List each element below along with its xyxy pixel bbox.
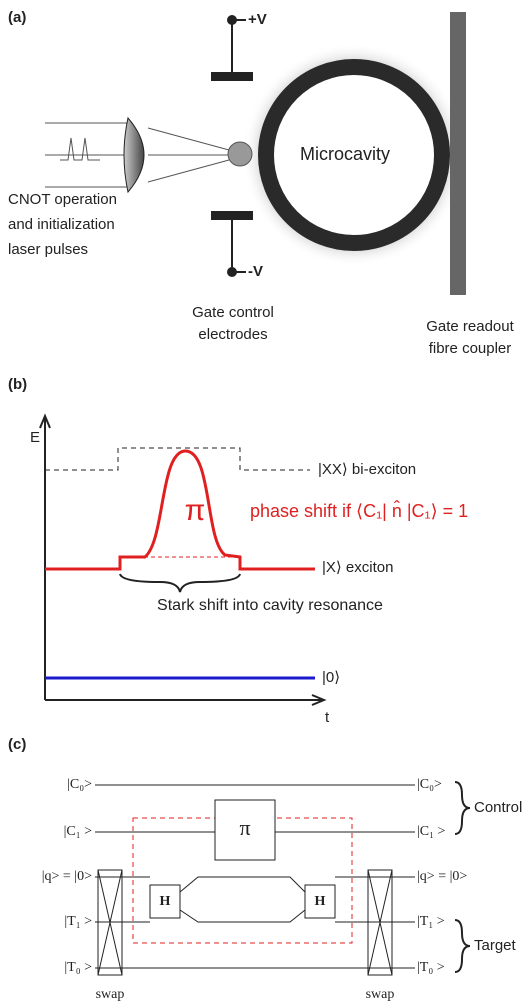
laser-text: and initialization: [8, 216, 115, 233]
qubit-label: |q> = |0>: [42, 869, 92, 884]
panel-b: (b) E t |XX⟩ bi-exciton π phase shift if…: [8, 376, 468, 726]
level-label: |X⟩ exciton: [322, 559, 393, 576]
panel-label: (c): [8, 736, 26, 753]
beam: [45, 122, 241, 188]
fibre-text: Gate readout: [426, 318, 514, 335]
qubit-label: |T₀ >: [64, 960, 92, 975]
gate-label: H: [160, 894, 171, 909]
axis-label: t: [325, 709, 330, 726]
gate-label: H: [315, 894, 326, 909]
voltage-label: +V: [248, 11, 267, 28]
axis-label: E: [30, 429, 40, 446]
qubit-label: |C₁ >: [64, 824, 93, 839]
stark-text: Stark shift into cavity resonance: [157, 597, 383, 614]
panel-a: (a) +V -V Microcavity CNOT operation and…: [8, 9, 515, 357]
electrode-text: electrodes: [198, 326, 267, 343]
qubit-label: |C₀>: [67, 777, 92, 792]
group-label: Control: [474, 799, 522, 816]
microcavity: [258, 59, 450, 251]
laser-text: CNOT operation: [8, 191, 117, 208]
swap-label: swap: [366, 987, 395, 1002]
level-label: |XX⟩ bi-exciton: [318, 461, 416, 478]
qubit-label: |q> = |0>: [417, 869, 467, 884]
gate-label: π: [239, 815, 250, 840]
axes: [39, 413, 327, 706]
pi-gate: [214, 799, 276, 861]
h-gate: [149, 884, 181, 919]
qubit-label: |C₁ >: [417, 824, 446, 839]
fibre: [450, 12, 466, 295]
quantum-dot: [227, 141, 253, 167]
electrode: [211, 72, 253, 81]
laser-text: laser pulses: [8, 241, 88, 258]
panel-c: (c) H H π |C₀> |C₁ > |q> = |0> |T₁ > |T₀…: [8, 736, 522, 1002]
qubit-label: |T₀ >: [417, 960, 445, 975]
brace: [454, 781, 471, 835]
qubit-label: |T₁ >: [64, 914, 92, 929]
lens: [123, 116, 145, 194]
group-label: Target: [474, 937, 517, 954]
fibre-text: fibre coupler: [429, 340, 512, 357]
qubit-label: |C₀>: [417, 777, 442, 792]
brace: [119, 573, 241, 593]
pi-label: π: [185, 494, 206, 527]
exciton-level: [45, 449, 315, 571]
electrode-text: Gate control: [192, 304, 274, 321]
level-label: |0⟩: [322, 669, 340, 686]
qubit-label: |T₁ >: [417, 914, 445, 929]
cavity-label: Microcavity: [300, 144, 390, 164]
panel-label: (b): [8, 376, 27, 393]
h-gate: [304, 884, 336, 919]
electrode: [211, 211, 253, 220]
biexciton-level: [45, 447, 310, 471]
panel-label: (a): [8, 9, 26, 26]
swap-label: swap: [96, 987, 125, 1002]
phase-shift-text: phase shift if ⟨C₁| n̂ |C₁⟩ = 1: [250, 500, 468, 521]
voltage-label: -V: [248, 263, 263, 280]
brace: [454, 919, 471, 973]
